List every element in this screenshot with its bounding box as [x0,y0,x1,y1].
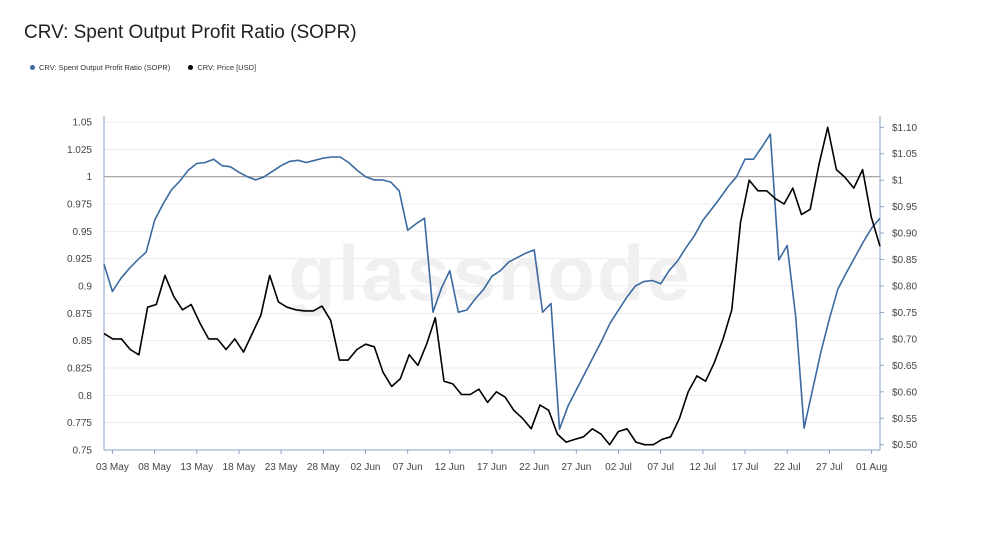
y-right-tick-label: $0.75 [892,308,917,319]
legend-item-sopr[interactable]: CRV: Spent Output Profit Ratio (SOPR) [30,63,170,72]
watermark: glassnode [288,229,692,317]
y-right-tick-label: $1.10 [892,123,917,134]
x-tick-label: 02 Jul [605,462,632,473]
x-tick-label: 22 Jun [519,462,549,473]
chart-legend: CRV: Spent Output Profit Ratio (SOPR) CR… [30,63,256,72]
x-tick-label: 22 Jul [774,462,801,473]
series-line-sopr [103,133,881,431]
y-left-tick-label: 0.75 [73,446,93,457]
y-left-tick-label: 0.9 [78,282,92,293]
x-tick-label: 07 Jul [647,462,674,473]
y-right-tick-label: $0.90 [892,229,917,240]
x-tick-label: 01 Aug [856,462,887,473]
y-left-tick-label: 1 [86,172,92,183]
legend-swatch-price [188,65,194,70]
y-right-tick-label: $0.80 [892,282,917,293]
x-tick-label: 13 May [180,462,213,473]
y-right-tick-label: $1.05 [892,149,917,160]
series-line-price [103,126,881,446]
x-tick-label: 02 Jun [350,462,380,473]
x-tick-label: 18 May [223,462,256,473]
y-right-tick-label: $0.70 [892,334,917,345]
x-tick-label: 12 Jun [435,462,465,473]
y-left-tick-label: 1.05 [73,118,93,129]
x-tick-label: 07 Jun [393,462,423,473]
x-tick-label: 17 Jul [732,462,759,473]
y-left-tick-label: 0.8 [78,391,92,402]
legend-item-price[interactable]: CRV: Price [USD] [188,63,256,72]
legend-label-price: CRV: Price [USD] [197,63,257,72]
x-tick-label: 03 May [96,462,129,473]
legend-swatch-sopr [30,65,35,70]
legend-label-sopr: CRV: Spent Output Profit Ratio (SOPR) [39,63,171,72]
y-left-tick-label: 0.975 [67,200,92,211]
y-right-tick-label: $1 [892,176,904,187]
x-tick-label: 27 Jun [561,462,591,473]
y-left-tick-label: 0.85 [73,336,93,347]
y-left-tick-label: 1.025 [67,145,92,156]
y-right-tick-label: $0.95 [892,202,917,213]
y-right-tick-label: $0.60 [892,387,917,398]
y-right-tick-label: $0.85 [892,255,917,266]
grid-lines [104,121,880,451]
tick-labels: 1.051.02510.9750.950.9250.90.8750.850.82… [67,118,917,474]
y-right-tick-label: $0.65 [892,361,917,372]
x-tick-label: 23 May [265,462,298,473]
y-left-tick-label: 0.775 [67,418,92,429]
y-left-tick-label: 0.875 [67,309,92,320]
x-tick-label: 12 Jul [690,462,717,473]
y-right-tick-label: $0.55 [892,414,917,425]
x-tick-label: 28 May [307,462,340,473]
y-left-tick-label: 0.825 [67,364,92,375]
chart-title: CRV: Spent Output Profit Ratio (SOPR) [24,22,357,43]
y-left-tick-label: 0.925 [67,254,92,265]
x-tick-label: 27 Jul [816,462,843,473]
x-tick-label: 08 May [138,462,171,473]
y-right-tick-label: $0.50 [892,440,917,451]
y-left-tick-label: 0.95 [73,227,93,238]
series-lines [103,126,881,446]
axes [103,116,884,454]
x-tick-label: 17 Jun [477,462,507,473]
